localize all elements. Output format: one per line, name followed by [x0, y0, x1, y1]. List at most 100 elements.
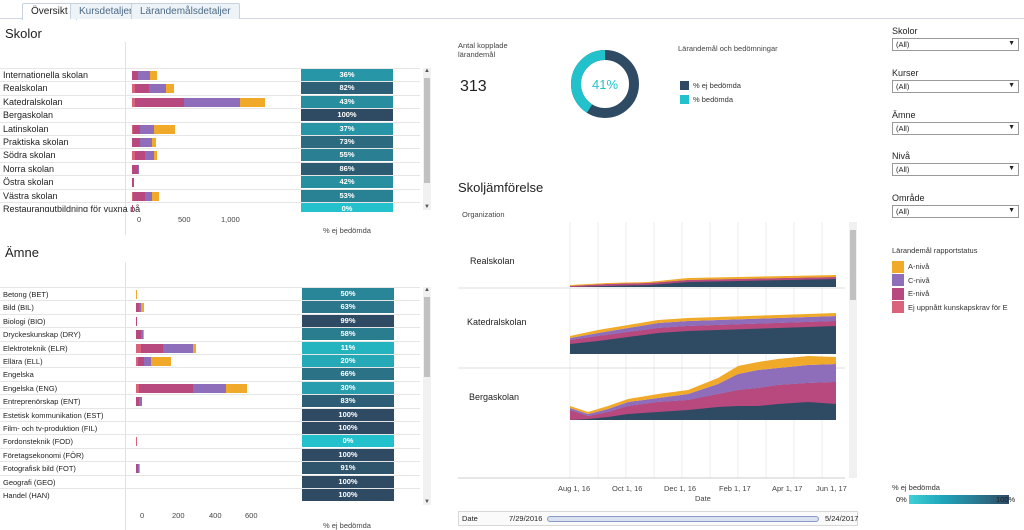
table-row[interactable]: Biologi (BIO) 99%: [0, 313, 420, 327]
pct-cell[interactable]: 30%: [302, 381, 394, 394]
stacked-bar[interactable]: [132, 164, 139, 174]
status-legend-item[interactable]: C-nivå: [892, 274, 1008, 288]
pct-cell[interactable]: 0%: [302, 435, 394, 448]
table-row[interactable]: Film- och tv-produktion (FIL) 100%: [0, 421, 420, 434]
comparison-scroll-thumb[interactable]: [850, 230, 856, 300]
table-row[interactable]: Betong (BET) 50%: [0, 287, 420, 300]
filter-select[interactable]: (All) ▼: [892, 205, 1019, 218]
pct-cell[interactable]: 91%: [302, 462, 394, 475]
pct-cell[interactable]: 99%: [302, 314, 394, 327]
status-legend-item[interactable]: A-nivå: [892, 260, 1008, 274]
stacked-bar[interactable]: [136, 290, 138, 299]
table-row[interactable]: Bild (BIL) 63%: [0, 300, 420, 314]
pct-cell[interactable]: 0%: [301, 203, 393, 212]
pct-cell[interactable]: 42%: [301, 176, 393, 189]
stacked-bar[interactable]: [136, 397, 142, 407]
table-row[interactable]: Fordonsteknik (FOD) 0%: [0, 434, 420, 448]
pct-cell[interactable]: 66%: [302, 368, 394, 381]
status-legend-item[interactable]: Ej uppnått kunskapskrav för E: [892, 301, 1008, 315]
stacked-bar[interactable]: [136, 343, 196, 353]
stacked-bar[interactable]: [136, 316, 137, 326]
scroll-down-icon[interactable]: ▼: [424, 499, 430, 505]
skolor-scroll-thumb[interactable]: [424, 78, 430, 183]
table-row[interactable]: Företagsekonomi (FÖR) 100%: [0, 447, 420, 461]
table-row[interactable]: Dryckeskunskap (DRY) 58%: [0, 327, 420, 341]
pct-cell[interactable]: 82%: [301, 82, 393, 95]
amne-title: Ämne: [5, 245, 39, 260]
stacked-bar[interactable]: [132, 151, 158, 161]
amne-scrollbar[interactable]: ▲ ▼: [423, 287, 431, 505]
table-row[interactable]: Realskolan 82%: [0, 81, 420, 95]
table-row[interactable]: Restaurangutbildning för vuxna på 0%: [0, 202, 420, 212]
pct-cell[interactable]: 100%: [302, 448, 394, 461]
table-row[interactable]: Internationella skolan 36%: [0, 68, 420, 81]
stacked-bar[interactable]: [136, 330, 144, 340]
table-row[interactable]: Estetisk kommunikation (EST) 100%: [0, 407, 420, 421]
pct-cell[interactable]: 20%: [302, 355, 394, 367]
table-row[interactable]: Ellära (ELL) 20%: [0, 354, 420, 367]
pct-cell[interactable]: 50%: [302, 288, 394, 300]
pct-cell[interactable]: 100%: [302, 408, 394, 421]
filter-select[interactable]: (All) ▼: [892, 38, 1019, 51]
filter-select[interactable]: (All) ▼: [892, 163, 1019, 176]
scroll-up-icon[interactable]: ▲: [424, 68, 430, 74]
scroll-up-icon[interactable]: ▲: [424, 287, 430, 293]
table-row[interactable]: Engelska (ENG) 30%: [0, 380, 420, 394]
stacked-bar[interactable]: [136, 357, 171, 366]
date-range-track[interactable]: [547, 516, 819, 522]
status-legend-item[interactable]: E-nivå: [892, 287, 1008, 301]
stacked-bar[interactable]: [132, 97, 265, 107]
bar-segment: [150, 71, 158, 80]
comparison-scrollbar[interactable]: [849, 222, 857, 478]
pct-cell[interactable]: 100%: [302, 489, 394, 501]
filter-select[interactable]: (All) ▼: [892, 122, 1019, 135]
stacked-bar[interactable]: [132, 124, 176, 134]
stacked-bar[interactable]: [132, 191, 159, 201]
stacked-bar[interactable]: [132, 178, 135, 188]
table-row[interactable]: Geografi (GEO) 100%: [0, 474, 420, 488]
pct-cell[interactable]: 55%: [301, 149, 393, 162]
pct-cell[interactable]: 36%: [301, 69, 393, 81]
stacked-bar[interactable]: [136, 437, 137, 447]
pct-cell[interactable]: 43%: [301, 95, 393, 108]
stacked-bar[interactable]: [136, 464, 140, 474]
pct-cell[interactable]: 86%: [301, 162, 393, 175]
pct-cell[interactable]: 100%: [302, 422, 394, 434]
table-row[interactable]: Fotografisk bild (FOT) 91%: [0, 461, 420, 475]
stacked-bar[interactable]: [132, 84, 174, 94]
filter-select[interactable]: (All) ▼: [892, 80, 1019, 93]
table-row[interactable]: Elektroteknik (ELR) 11%: [0, 340, 420, 354]
pct-cell[interactable]: 11%: [302, 341, 394, 354]
pct-cell[interactable]: 100%: [302, 475, 394, 488]
pct-cell[interactable]: 58%: [302, 328, 394, 341]
table-row[interactable]: Engelska 66%: [0, 367, 420, 381]
pct-cell[interactable]: 63%: [302, 301, 394, 314]
tab-oversikt[interactable]: Översikt: [22, 3, 77, 20]
table-row[interactable]: Västra skolan 53%: [0, 188, 420, 202]
pct-cell[interactable]: 100%: [301, 109, 393, 122]
kpi-legend-label: % ej bedömda: [693, 81, 741, 90]
table-row[interactable]: Entreprenörskap (ENT) 83%: [0, 394, 420, 408]
stacked-bar[interactable]: [136, 303, 145, 313]
date-range-slider[interactable]: Date 7/29/2016 5/24/2017: [458, 511, 858, 526]
scroll-down-icon[interactable]: ▼: [424, 204, 430, 210]
pct-cell[interactable]: 37%: [301, 122, 393, 135]
skolor-scrollbar[interactable]: ▲ ▼: [423, 68, 431, 210]
pct-cell[interactable]: 83%: [302, 395, 394, 408]
table-row[interactable]: Norra skolan 86%: [0, 161, 420, 175]
amne-scroll-thumb[interactable]: [424, 297, 430, 377]
stacked-bar[interactable]: [132, 71, 158, 80]
table-row[interactable]: Latinskolan 37%: [0, 121, 420, 135]
table-row[interactable]: Katedralskolan 43%: [0, 94, 420, 108]
table-row[interactable]: Bergaskolan 100%: [0, 108, 420, 122]
table-row[interactable]: Östra skolan 42%: [0, 175, 420, 189]
pct-cell[interactable]: 73%: [301, 136, 393, 148]
pct-cell[interactable]: 53%: [301, 189, 393, 202]
tab-larandemalsdetaljer[interactable]: Lärandemålsdetaljer: [131, 3, 240, 19]
table-row[interactable]: Södra skolan 55%: [0, 148, 420, 162]
table-row[interactable]: Handel (HAN) 100%: [0, 488, 420, 501]
stacked-bar[interactable]: [136, 383, 247, 393]
table-row[interactable]: Praktiska skolan 73%: [0, 135, 420, 148]
stacked-bar[interactable]: [132, 138, 156, 147]
stacked-bar[interactable]: [132, 205, 133, 212]
